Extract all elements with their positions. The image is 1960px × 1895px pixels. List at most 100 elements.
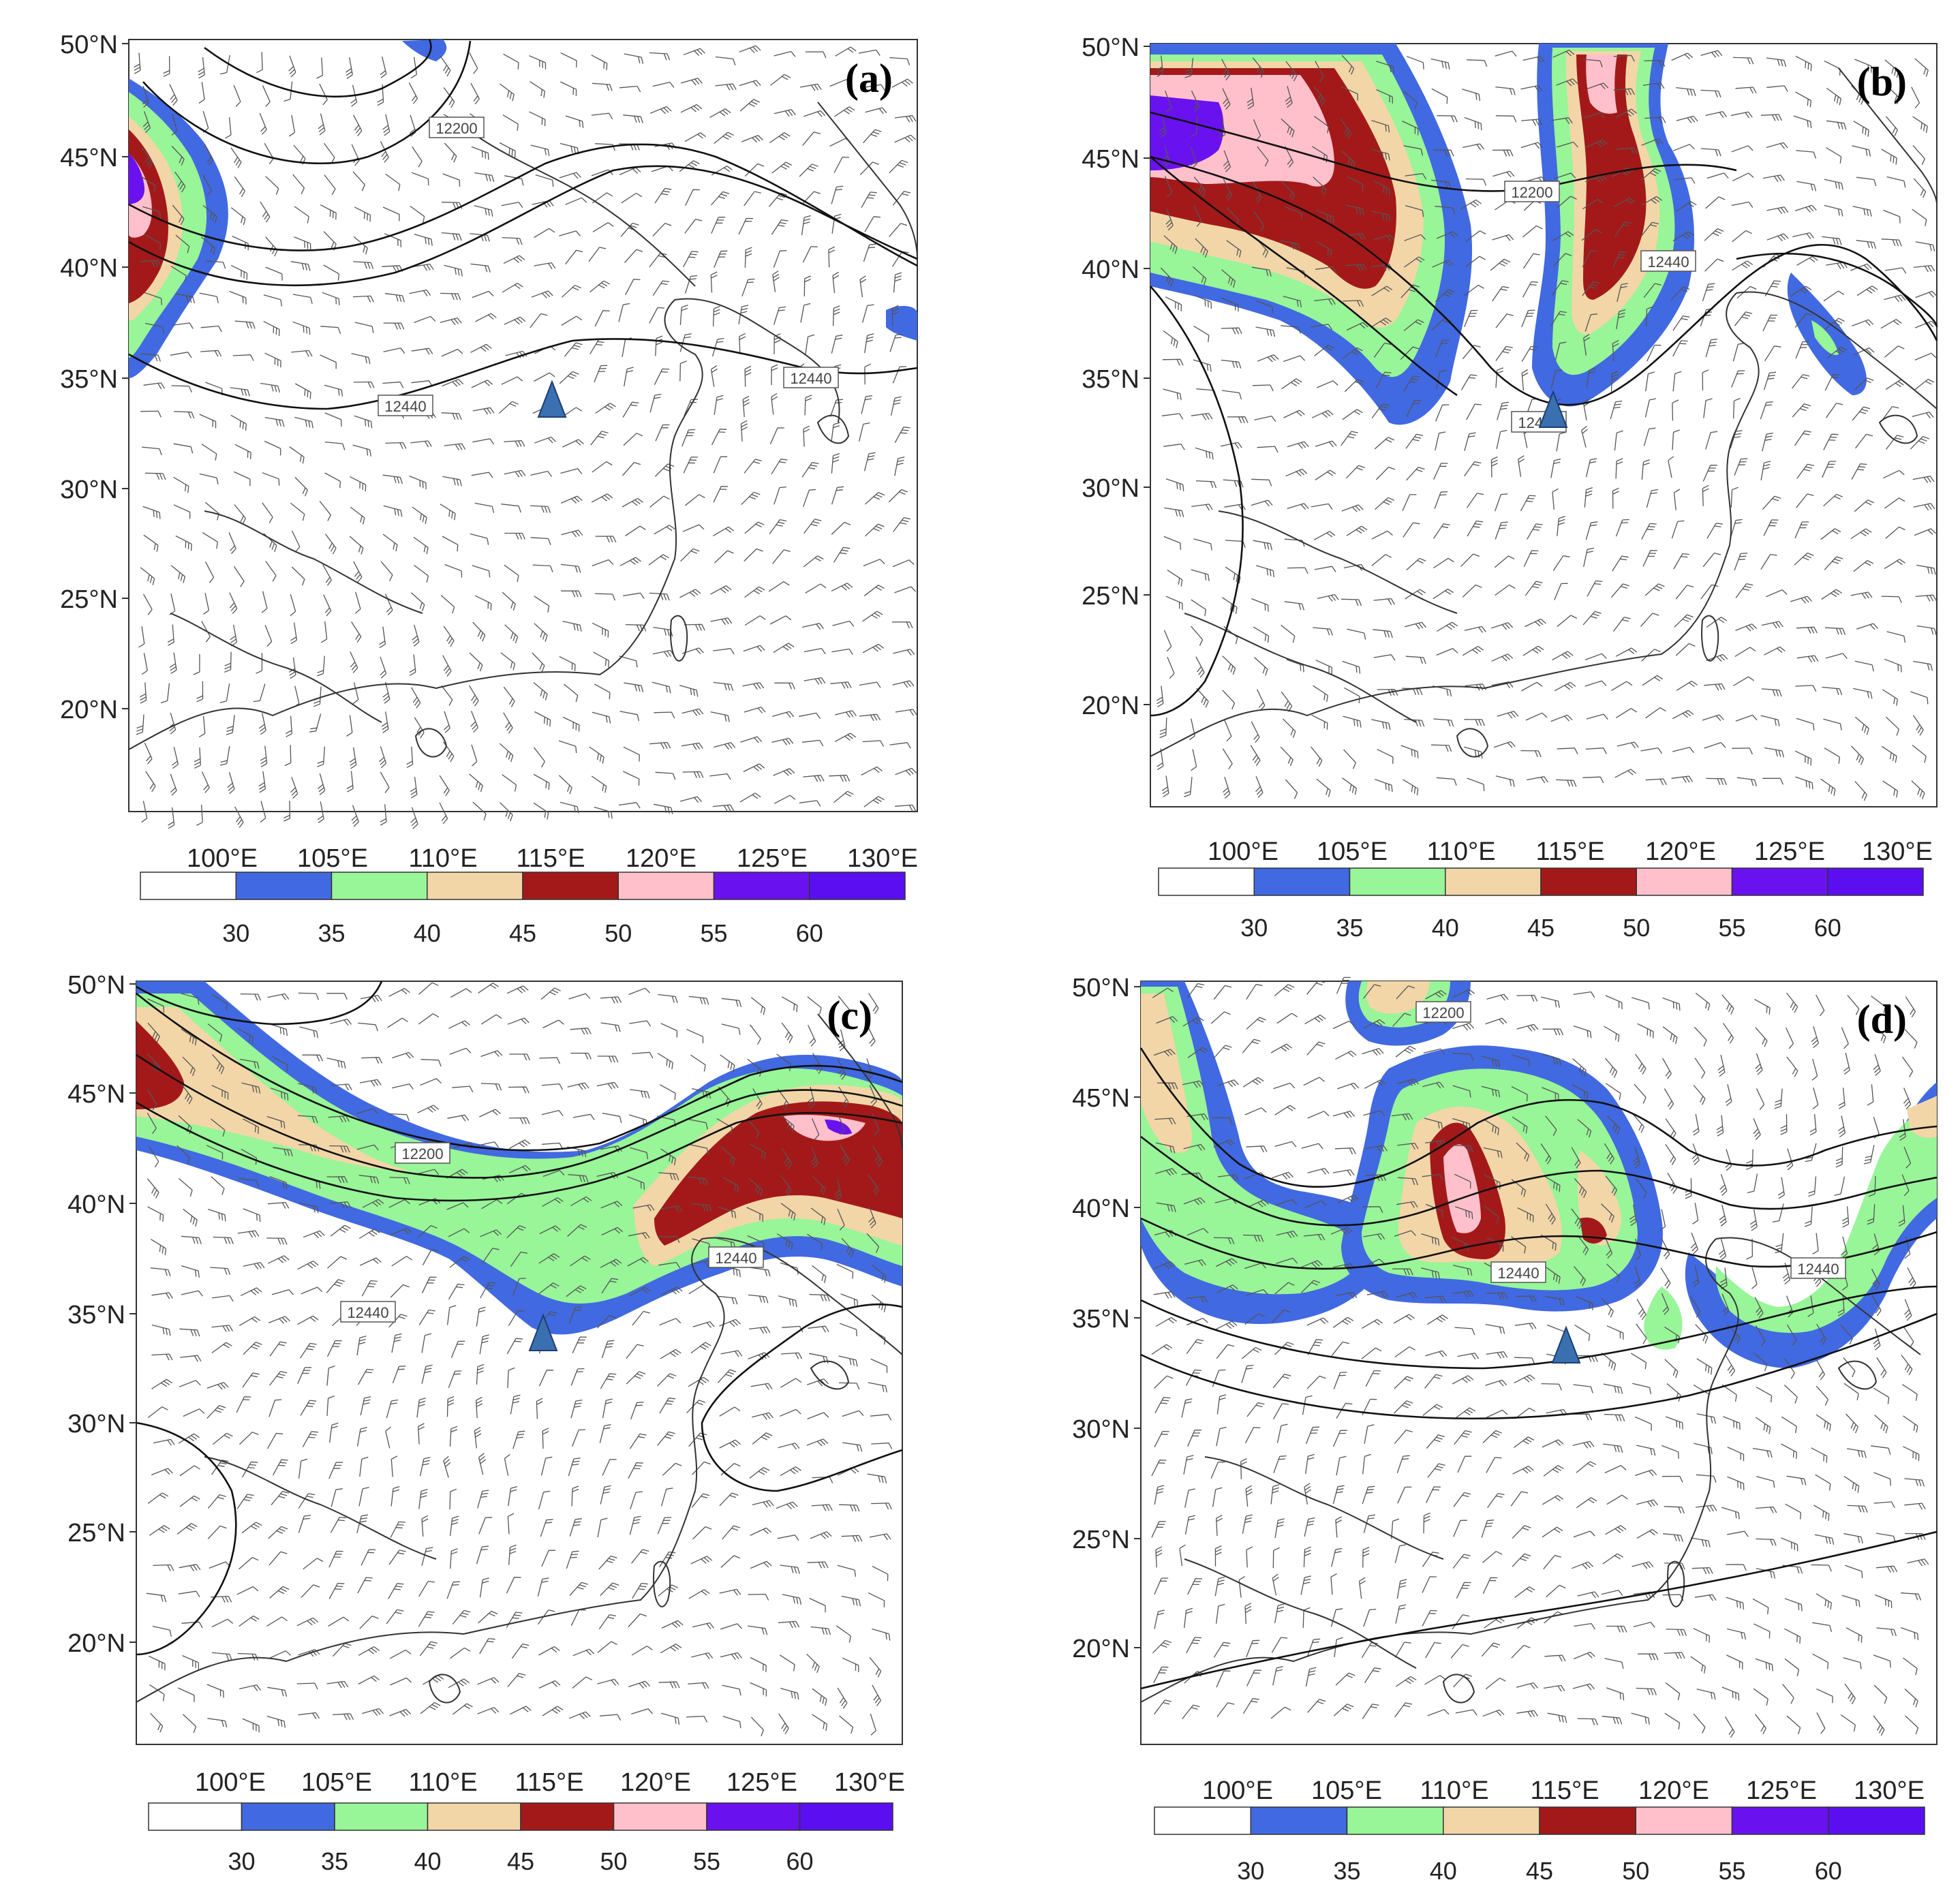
- wind-barb: [352, 444, 371, 457]
- wind-barb: [627, 1176, 645, 1190]
- wind-barb: [1274, 1518, 1285, 1539]
- wind-barb: [1332, 1169, 1355, 1176]
- wind-barb: [510, 1706, 532, 1715]
- wind-barb: [559, 371, 579, 384]
- wind-barb: [743, 645, 765, 652]
- wind-barb: [469, 52, 478, 74]
- wind-barb: [1781, 1537, 1798, 1552]
- wind-barb: [601, 1278, 619, 1294]
- wind-barb: [1584, 313, 1598, 332]
- wind-barb: [181, 1235, 202, 1244]
- wind-barb: [1663, 1533, 1683, 1542]
- wind-barb: [1732, 260, 1754, 271]
- lat-label: 25°N: [1082, 582, 1139, 611]
- wind-barb: [624, 249, 643, 264]
- wind-barb: [1510, 1491, 1529, 1507]
- wind-barb: [1464, 309, 1478, 328]
- wind-barb: [592, 711, 611, 724]
- wind-barb: [1395, 1604, 1407, 1624]
- wind-barb: [1705, 431, 1718, 450]
- wind-barb: [147, 1089, 157, 1111]
- wind-barb: [326, 1058, 346, 1069]
- wind-barb: [1494, 555, 1515, 568]
- wind-barb: [1253, 540, 1273, 551]
- lat-label: 20°N: [60, 696, 118, 724]
- wind-barb: [750, 1716, 765, 1737]
- wind-barb: [1306, 1375, 1326, 1389]
- wind-barb: [1636, 1687, 1657, 1695]
- wind-barb: [1640, 196, 1662, 206]
- wind-barb: [142, 446, 162, 456]
- wind-barb: [504, 532, 525, 540]
- wind-barb: [301, 1287, 323, 1295]
- wind-barb: [1665, 1416, 1683, 1430]
- wind-barb: [152, 1625, 172, 1637]
- legend-bin: [1154, 1806, 1251, 1835]
- wind-barb: [1552, 651, 1574, 661]
- wind-barb: [1672, 399, 1679, 421]
- wind-barb: [861, 766, 883, 776]
- wind-barb: [1636, 1323, 1647, 1344]
- wind-barb: [1241, 1364, 1254, 1383]
- wind-barb: [715, 56, 736, 65]
- wind-barb: [1881, 149, 1897, 165]
- wind-barb: [1883, 209, 1901, 224]
- wind-barb: [1795, 685, 1817, 692]
- wind-barb: [1732, 748, 1753, 755]
- wind-barb: [1250, 745, 1261, 767]
- wind-barb: [1601, 1590, 1623, 1596]
- wind-barb: [1365, 1174, 1387, 1182]
- wind-barb: [273, 1147, 293, 1157]
- wind-barb: [1213, 1237, 1235, 1245]
- wind-barb: [1904, 1503, 1926, 1510]
- wind-barb: [1276, 1257, 1298, 1264]
- wind-barb: [509, 1165, 531, 1173]
- wind-barb: [1824, 374, 1840, 391]
- wind-barb: [1522, 645, 1544, 656]
- wind-barb: [657, 1431, 675, 1446]
- wind-barb: [1692, 1265, 1700, 1287]
- wind-barb: [889, 57, 910, 65]
- wind-barb: [1436, 777, 1457, 786]
- map-frame-a: [128, 39, 918, 812]
- wind-barb: [1611, 681, 1633, 691]
- wind-barb: [742, 682, 765, 690]
- wind-barb: [508, 1485, 518, 1507]
- wind-barb: [1814, 1534, 1835, 1545]
- wind-barb: [572, 1336, 587, 1354]
- wind-barb: [269, 1370, 288, 1386]
- wind-barb: [538, 1680, 561, 1689]
- wind-barb: [211, 1325, 233, 1332]
- wind-barb: [739, 333, 746, 354]
- wind-barb: [406, 746, 414, 768]
- wind-barb: [1311, 714, 1328, 730]
- wind-barb: [686, 1029, 704, 1044]
- wind-barb: [780, 1466, 801, 1477]
- wind-barb: [508, 1139, 531, 1150]
- wind-barb: [1796, 718, 1815, 730]
- lon-label: 110°E: [408, 1768, 477, 1797]
- wind-barb: [1843, 1476, 1860, 1493]
- wind-barb: [692, 1622, 715, 1629]
- wind-barb: [750, 1267, 771, 1277]
- wind-barb: [1271, 1171, 1293, 1180]
- legend-bin: [1253, 867, 1351, 896]
- wind-barb: [1514, 1436, 1535, 1448]
- wind-barb: [1665, 1682, 1681, 1701]
- wind-barb: [1840, 1714, 1856, 1732]
- wind-barb: [1396, 1579, 1407, 1599]
- wind-barb: [503, 53, 519, 70]
- wind-barb: [142, 594, 153, 615]
- wind-barb: [147, 1178, 159, 1199]
- wind-barb: [1664, 1652, 1685, 1659]
- wind-barb: [1853, 121, 1869, 137]
- wind-barb: [1629, 1204, 1637, 1227]
- wind-barb: [1541, 996, 1560, 1008]
- wind-barb: [1400, 346, 1420, 360]
- wind-barb: [1527, 523, 1543, 540]
- wind-barb: [808, 1025, 816, 1047]
- wind-barb: [1820, 528, 1841, 540]
- wind-barb: [1841, 1236, 1848, 1259]
- wind-barb: [1306, 980, 1325, 995]
